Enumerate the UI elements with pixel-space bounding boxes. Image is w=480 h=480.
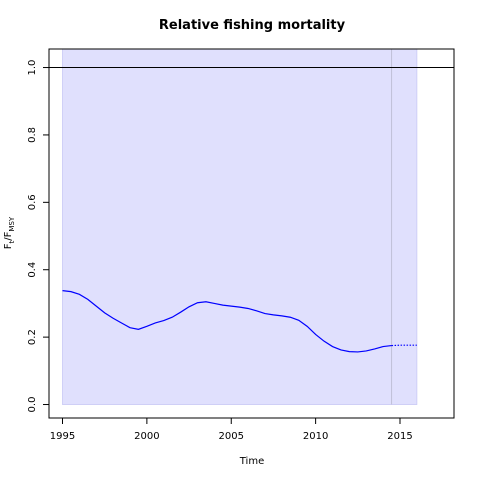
y-axis-label-sep: /F	[3, 231, 14, 240]
y-tick-label-1.0: 1.0	[27, 60, 38, 76]
plot-area	[49, 48, 454, 405]
y-tick-label-0.8: 0.8	[27, 127, 38, 143]
x-tick-label-2010: 2010	[303, 431, 328, 442]
y-axis-label: Ft/FMSY	[3, 216, 16, 249]
y-axis-label-sub2: MSY	[8, 216, 16, 231]
x-axis: 1995 2000 2005 2010 2015	[50, 418, 413, 442]
y-axis-label-main: F	[3, 243, 14, 249]
y-tick-label-0.2: 0.2	[27, 329, 38, 345]
x-tick-label-2005: 2005	[219, 431, 244, 442]
x-tick-label-1995: 1995	[50, 431, 75, 442]
x-tick-label-2015: 2015	[387, 431, 412, 442]
x-axis-label: Time	[239, 456, 264, 467]
plot-frame	[48, 48, 455, 419]
y-axis: 0.0 0.2 0.4 0.6 0.8 1.0	[27, 60, 49, 413]
fishing-mortality-line	[62, 290, 392, 353]
confidence-band	[62, 48, 418, 405]
y-axis-label-sub1: t	[8, 240, 16, 243]
y-tick-label-0.6: 0.6	[27, 194, 38, 210]
y-tick-label-0.0: 0.0	[27, 397, 38, 413]
y-tick-label-0.4: 0.4	[27, 262, 38, 278]
chart-title: Relative fishing mortality	[159, 18, 346, 33]
x-tick-label-2000: 2000	[134, 431, 159, 442]
